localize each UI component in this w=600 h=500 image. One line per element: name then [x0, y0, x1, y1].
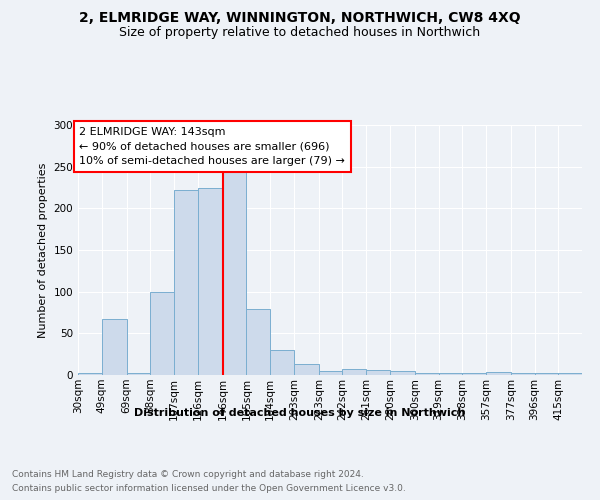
Bar [511, 372, 535, 375]
Bar [390, 371, 415, 375]
Bar [78, 372, 102, 375]
Bar [294, 364, 319, 375]
Bar [366, 370, 390, 375]
Bar [102, 319, 127, 375]
Bar [223, 172, 247, 375]
Y-axis label: Number of detached properties: Number of detached properties [38, 162, 48, 338]
Bar [198, 188, 223, 375]
Bar [127, 372, 151, 375]
Bar [319, 371, 343, 375]
Text: Contains HM Land Registry data © Crown copyright and database right 2024.: Contains HM Land Registry data © Crown c… [12, 470, 364, 479]
Bar [486, 372, 511, 375]
Bar [558, 374, 582, 375]
Bar [270, 350, 294, 375]
Bar [151, 292, 174, 375]
Text: 2, ELMRIDGE WAY, WINNINGTON, NORTHWICH, CW8 4XQ: 2, ELMRIDGE WAY, WINNINGTON, NORTHWICH, … [79, 11, 521, 25]
Text: Contains public sector information licensed under the Open Government Licence v3: Contains public sector information licen… [12, 484, 406, 493]
Bar [439, 372, 462, 375]
Bar [247, 309, 270, 375]
Bar [174, 190, 198, 375]
Bar [415, 374, 439, 375]
Bar [343, 369, 366, 375]
Bar [462, 372, 486, 375]
Text: Distribution of detached houses by size in Northwich: Distribution of detached houses by size … [134, 408, 466, 418]
Bar [535, 374, 558, 375]
Text: 2 ELMRIDGE WAY: 143sqm
← 90% of detached houses are smaller (696)
10% of semi-de: 2 ELMRIDGE WAY: 143sqm ← 90% of detached… [79, 126, 345, 166]
Text: Size of property relative to detached houses in Northwich: Size of property relative to detached ho… [119, 26, 481, 39]
